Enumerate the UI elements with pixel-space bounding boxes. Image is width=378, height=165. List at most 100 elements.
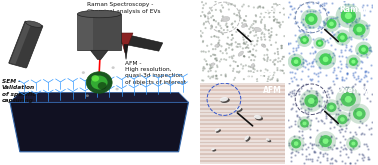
Point xyxy=(313,143,319,146)
Circle shape xyxy=(341,92,356,107)
Point xyxy=(200,69,206,72)
Point xyxy=(307,98,313,100)
Point xyxy=(271,11,277,14)
Point xyxy=(314,92,320,94)
Point xyxy=(351,88,357,91)
Point xyxy=(307,30,313,33)
Point xyxy=(229,34,235,36)
Point xyxy=(352,131,358,133)
Point xyxy=(335,31,341,33)
Point xyxy=(257,5,263,8)
Point xyxy=(214,59,220,62)
Point xyxy=(293,46,299,49)
Point xyxy=(343,124,349,127)
Point xyxy=(201,66,207,68)
Point xyxy=(213,74,219,77)
Point xyxy=(355,126,361,129)
Point xyxy=(364,56,370,58)
Point xyxy=(343,153,349,155)
Point xyxy=(285,43,291,45)
Point xyxy=(241,41,247,44)
Point xyxy=(302,109,308,111)
Point xyxy=(324,153,330,155)
Point xyxy=(323,28,329,31)
Point xyxy=(204,63,210,66)
Point xyxy=(265,58,271,60)
Ellipse shape xyxy=(245,135,249,140)
Point xyxy=(348,38,354,40)
Point xyxy=(271,20,277,22)
Point xyxy=(249,53,255,56)
Point xyxy=(326,113,332,116)
Point xyxy=(255,37,261,39)
Point xyxy=(257,16,263,18)
Point xyxy=(332,159,338,161)
Point xyxy=(206,17,212,20)
Point xyxy=(345,90,352,93)
Point xyxy=(291,11,297,14)
Point xyxy=(363,70,369,73)
Point xyxy=(323,22,329,25)
Point xyxy=(229,22,235,25)
Point xyxy=(223,59,229,61)
Circle shape xyxy=(349,19,370,40)
Point xyxy=(362,69,368,72)
Circle shape xyxy=(336,4,361,28)
Point xyxy=(250,48,256,51)
Point xyxy=(223,49,229,52)
Point xyxy=(316,103,322,106)
Point xyxy=(327,121,333,123)
Point xyxy=(307,128,313,131)
Point xyxy=(320,20,326,23)
Point xyxy=(213,75,219,78)
Point xyxy=(232,4,238,7)
Point xyxy=(268,31,274,33)
Point xyxy=(338,50,344,53)
Point xyxy=(347,24,353,26)
Circle shape xyxy=(91,76,108,89)
Point xyxy=(297,117,303,120)
Point xyxy=(243,24,249,26)
Point xyxy=(350,15,356,17)
Point xyxy=(363,38,369,40)
Point xyxy=(294,90,300,92)
Point xyxy=(240,42,246,45)
Point xyxy=(309,46,315,49)
Point xyxy=(367,100,373,103)
Point xyxy=(241,3,247,6)
Point xyxy=(272,52,278,55)
Point xyxy=(266,76,272,78)
Point xyxy=(291,94,297,97)
Point xyxy=(308,108,314,111)
Point xyxy=(287,71,293,74)
Point xyxy=(313,72,319,75)
Point xyxy=(286,141,292,144)
Point xyxy=(291,53,297,55)
Circle shape xyxy=(91,75,99,82)
Circle shape xyxy=(304,94,318,108)
Point xyxy=(364,4,370,7)
Text: Overlay: Overlay xyxy=(336,86,369,95)
Point xyxy=(309,160,315,163)
Point xyxy=(248,70,254,73)
Circle shape xyxy=(338,115,347,124)
Point xyxy=(314,71,321,74)
Text: Raman Spectroscopy -
Chemical analysis of EVs: Raman Spectroscopy - Chemical analysis o… xyxy=(87,2,161,14)
Circle shape xyxy=(301,9,322,29)
Point xyxy=(262,72,268,75)
Point xyxy=(302,26,308,29)
Point xyxy=(346,114,352,117)
Point xyxy=(359,33,365,36)
Point xyxy=(298,121,304,124)
Point xyxy=(285,16,291,19)
Point xyxy=(356,30,363,33)
Point xyxy=(213,9,219,11)
Point xyxy=(334,147,340,149)
Point xyxy=(267,11,273,13)
Point xyxy=(342,48,348,51)
Point xyxy=(330,91,336,93)
Point xyxy=(348,36,354,38)
Point xyxy=(235,46,241,48)
Point xyxy=(352,20,358,22)
Point xyxy=(363,88,369,91)
